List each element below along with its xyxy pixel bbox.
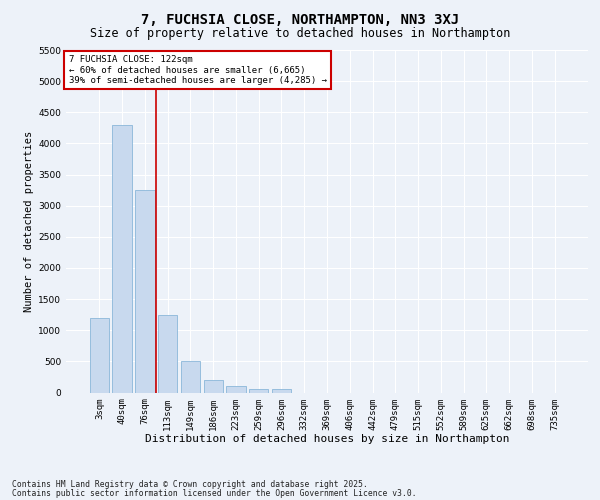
Text: 7, FUCHSIA CLOSE, NORTHAMPTON, NN3 3XJ: 7, FUCHSIA CLOSE, NORTHAMPTON, NN3 3XJ — [141, 12, 459, 26]
Bar — [112, 124, 132, 392]
Bar — [226, 386, 245, 392]
Bar — [203, 380, 223, 392]
Bar — [181, 362, 200, 392]
Text: 7 FUCHSIA CLOSE: 122sqm
← 60% of detached houses are smaller (6,665)
39% of semi: 7 FUCHSIA CLOSE: 122sqm ← 60% of detache… — [68, 55, 326, 85]
Text: Contains HM Land Registry data © Crown copyright and database right 2025.: Contains HM Land Registry data © Crown c… — [12, 480, 368, 489]
Bar — [272, 390, 291, 392]
Text: Size of property relative to detached houses in Northampton: Size of property relative to detached ho… — [90, 28, 510, 40]
X-axis label: Distribution of detached houses by size in Northampton: Distribution of detached houses by size … — [145, 434, 509, 444]
Y-axis label: Number of detached properties: Number of detached properties — [24, 130, 34, 312]
Bar — [158, 314, 178, 392]
Bar — [90, 318, 109, 392]
Text: Contains public sector information licensed under the Open Government Licence v3: Contains public sector information licen… — [12, 489, 416, 498]
Bar — [135, 190, 155, 392]
Bar — [249, 389, 268, 392]
